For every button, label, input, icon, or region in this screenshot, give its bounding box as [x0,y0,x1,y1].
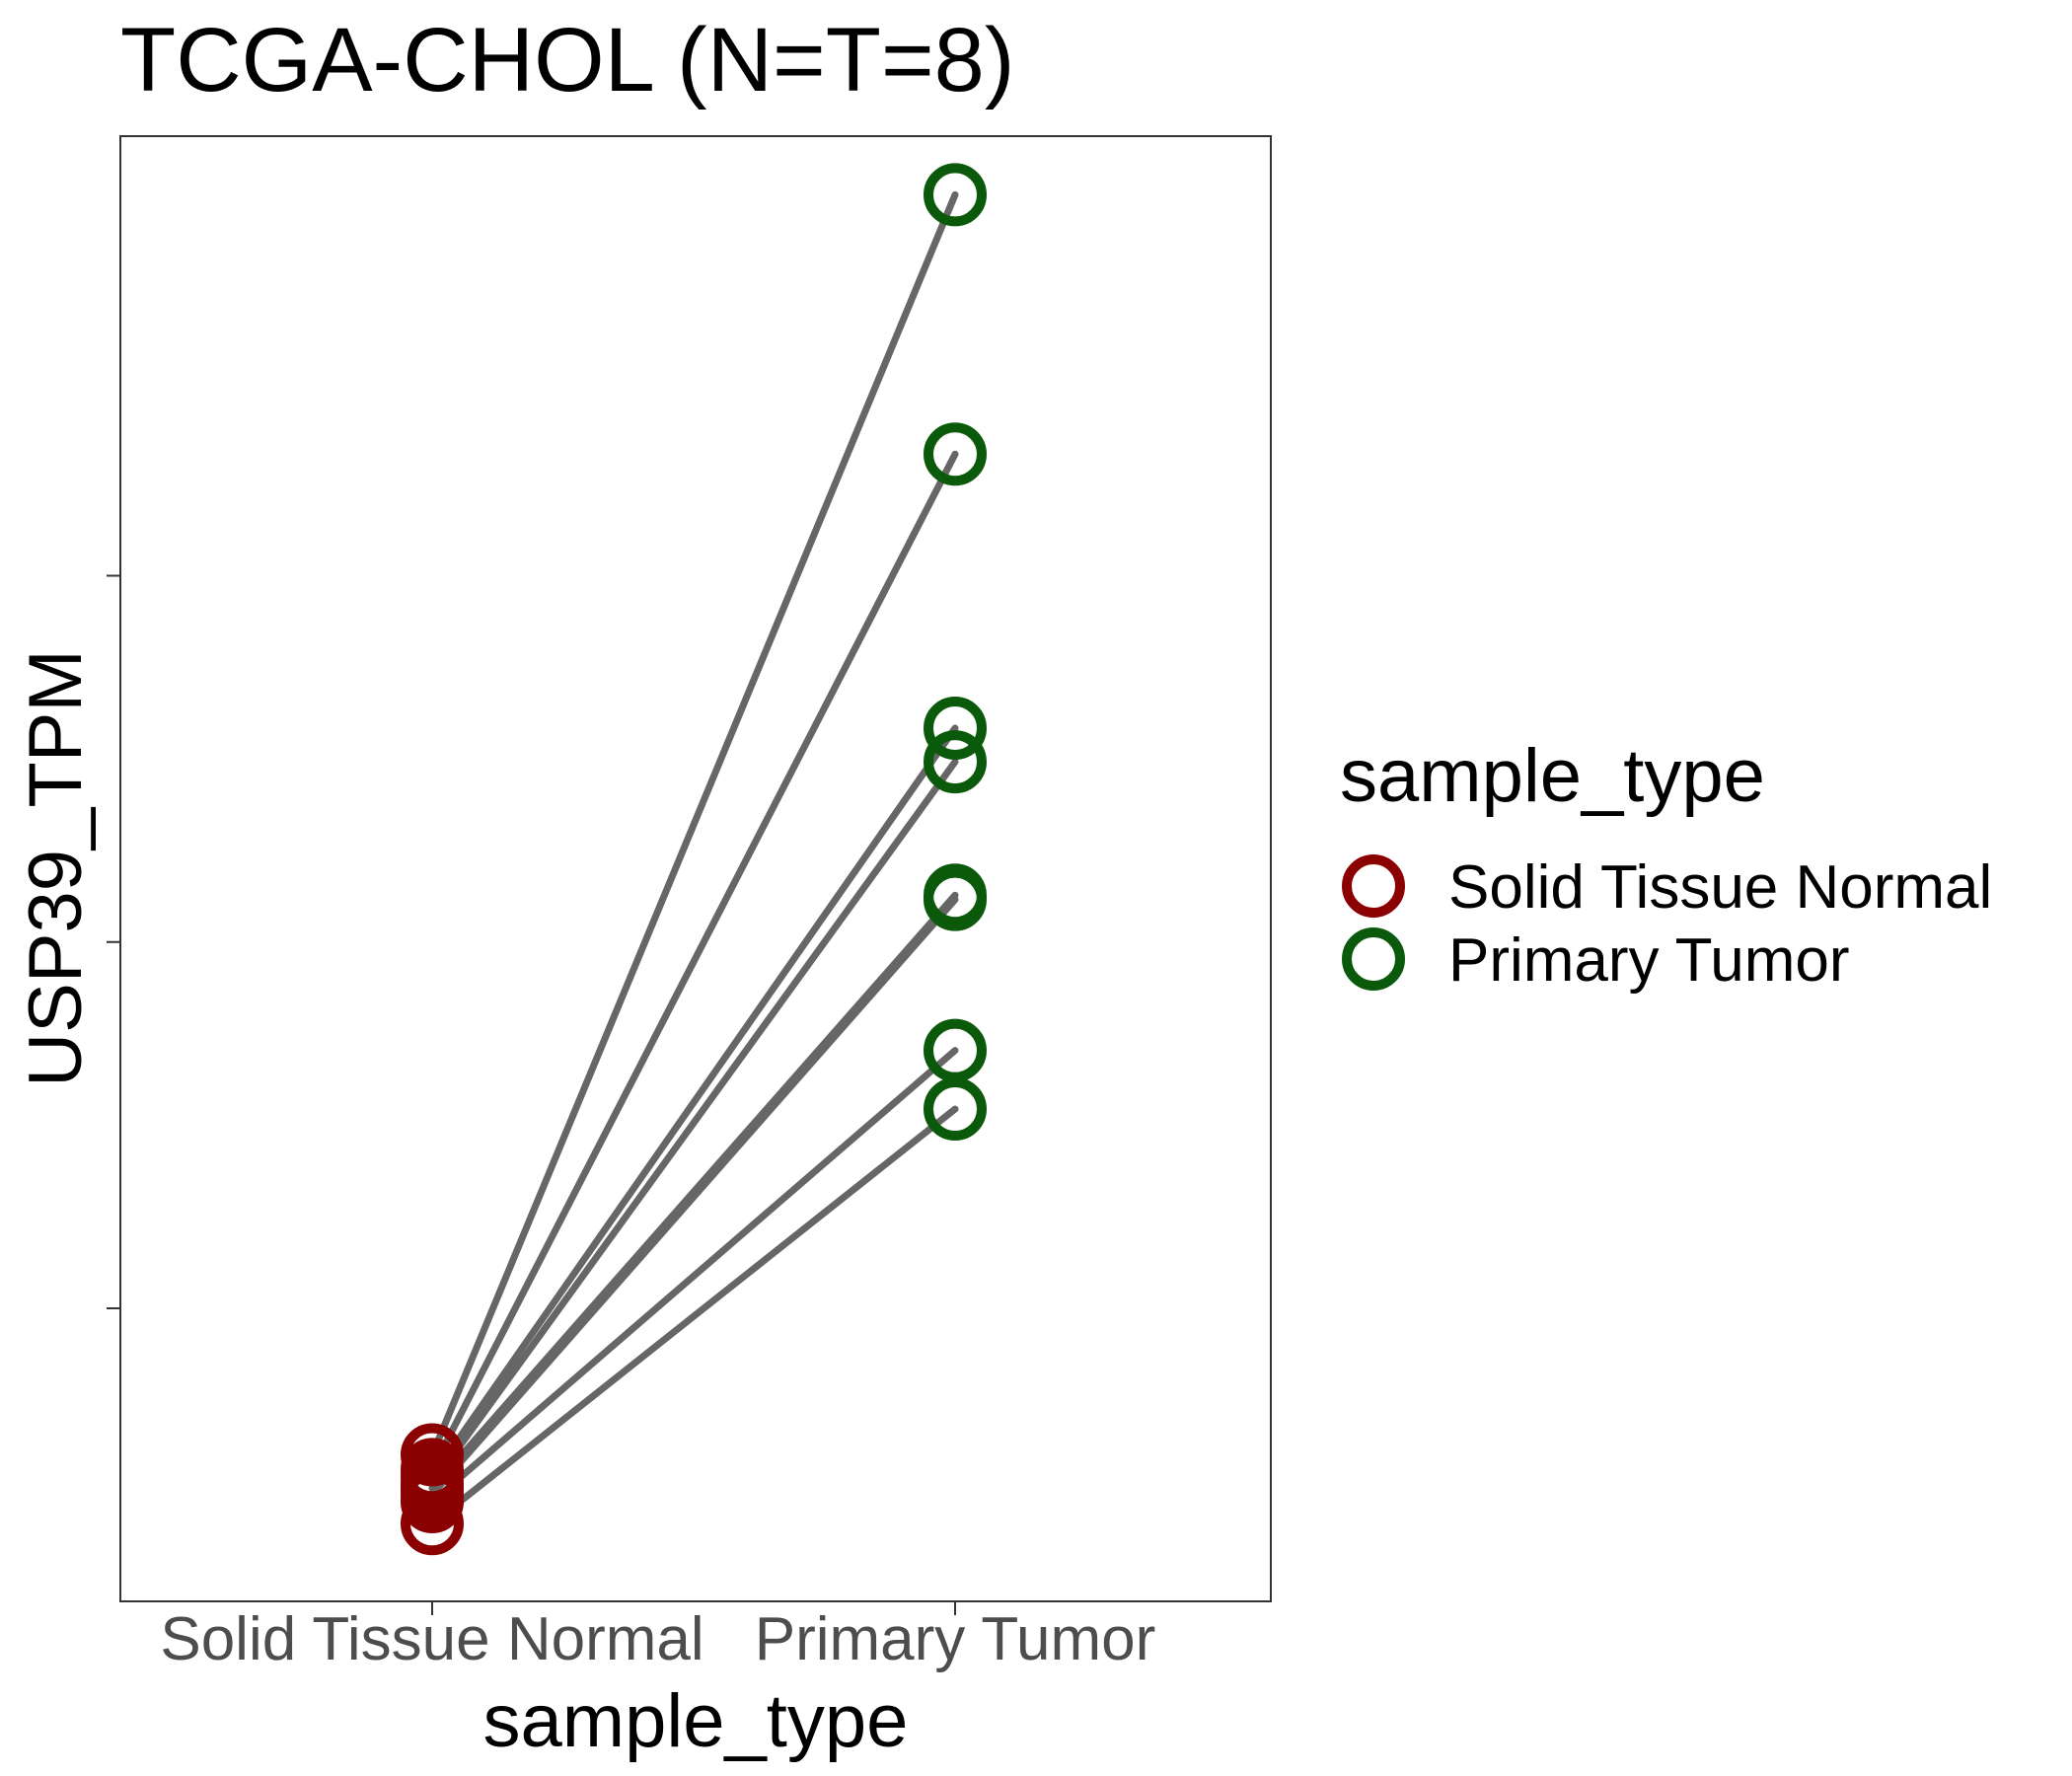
legend-label-1: Solid Tissue Normal [1448,853,1992,922]
point-tumor-1 [924,163,987,227]
point-tumor-3 [924,696,987,760]
point-normal-7 [401,1470,464,1534]
x-tick-label-1: Solid Tissue Normal [160,1605,703,1673]
legend-label-2: Primary Tumor [1448,926,1849,995]
legend-key-1 [1342,854,1405,918]
legend-title: sample_type [1340,734,1765,818]
x-axis-ticks: Solid Tissue Normal Primary Tumor [160,1601,1155,1673]
pair-line-7 [428,1047,959,1506]
point-normal-8 [401,1492,464,1556]
chart-title: TCGA-CHOL (N=T=8) [120,10,1014,111]
point-tumor-7 [924,1018,987,1082]
pair-line-6 [428,896,959,1499]
pair-line-4 [428,758,959,1488]
y-axis-ticks [107,574,120,1309]
plot-area [401,163,987,1556]
pair-line-8 [428,1105,959,1527]
x-axis-title: sample_type [483,1679,909,1763]
point-tumor-2 [924,422,987,486]
point-tumor-4 [924,730,987,794]
pair-line-2 [428,450,959,1473]
point-tumor-6 [924,867,987,931]
pair-line-3 [428,724,959,1481]
plot-panel-border [119,135,1272,1602]
y-axis-title: USP39_TPM [14,649,98,1087]
pair-line-1 [428,190,959,1458]
x-tick-label-2: Primary Tumor [755,1605,1155,1673]
legend-key-2 [1342,927,1405,991]
point-tumor-8 [924,1077,987,1142]
